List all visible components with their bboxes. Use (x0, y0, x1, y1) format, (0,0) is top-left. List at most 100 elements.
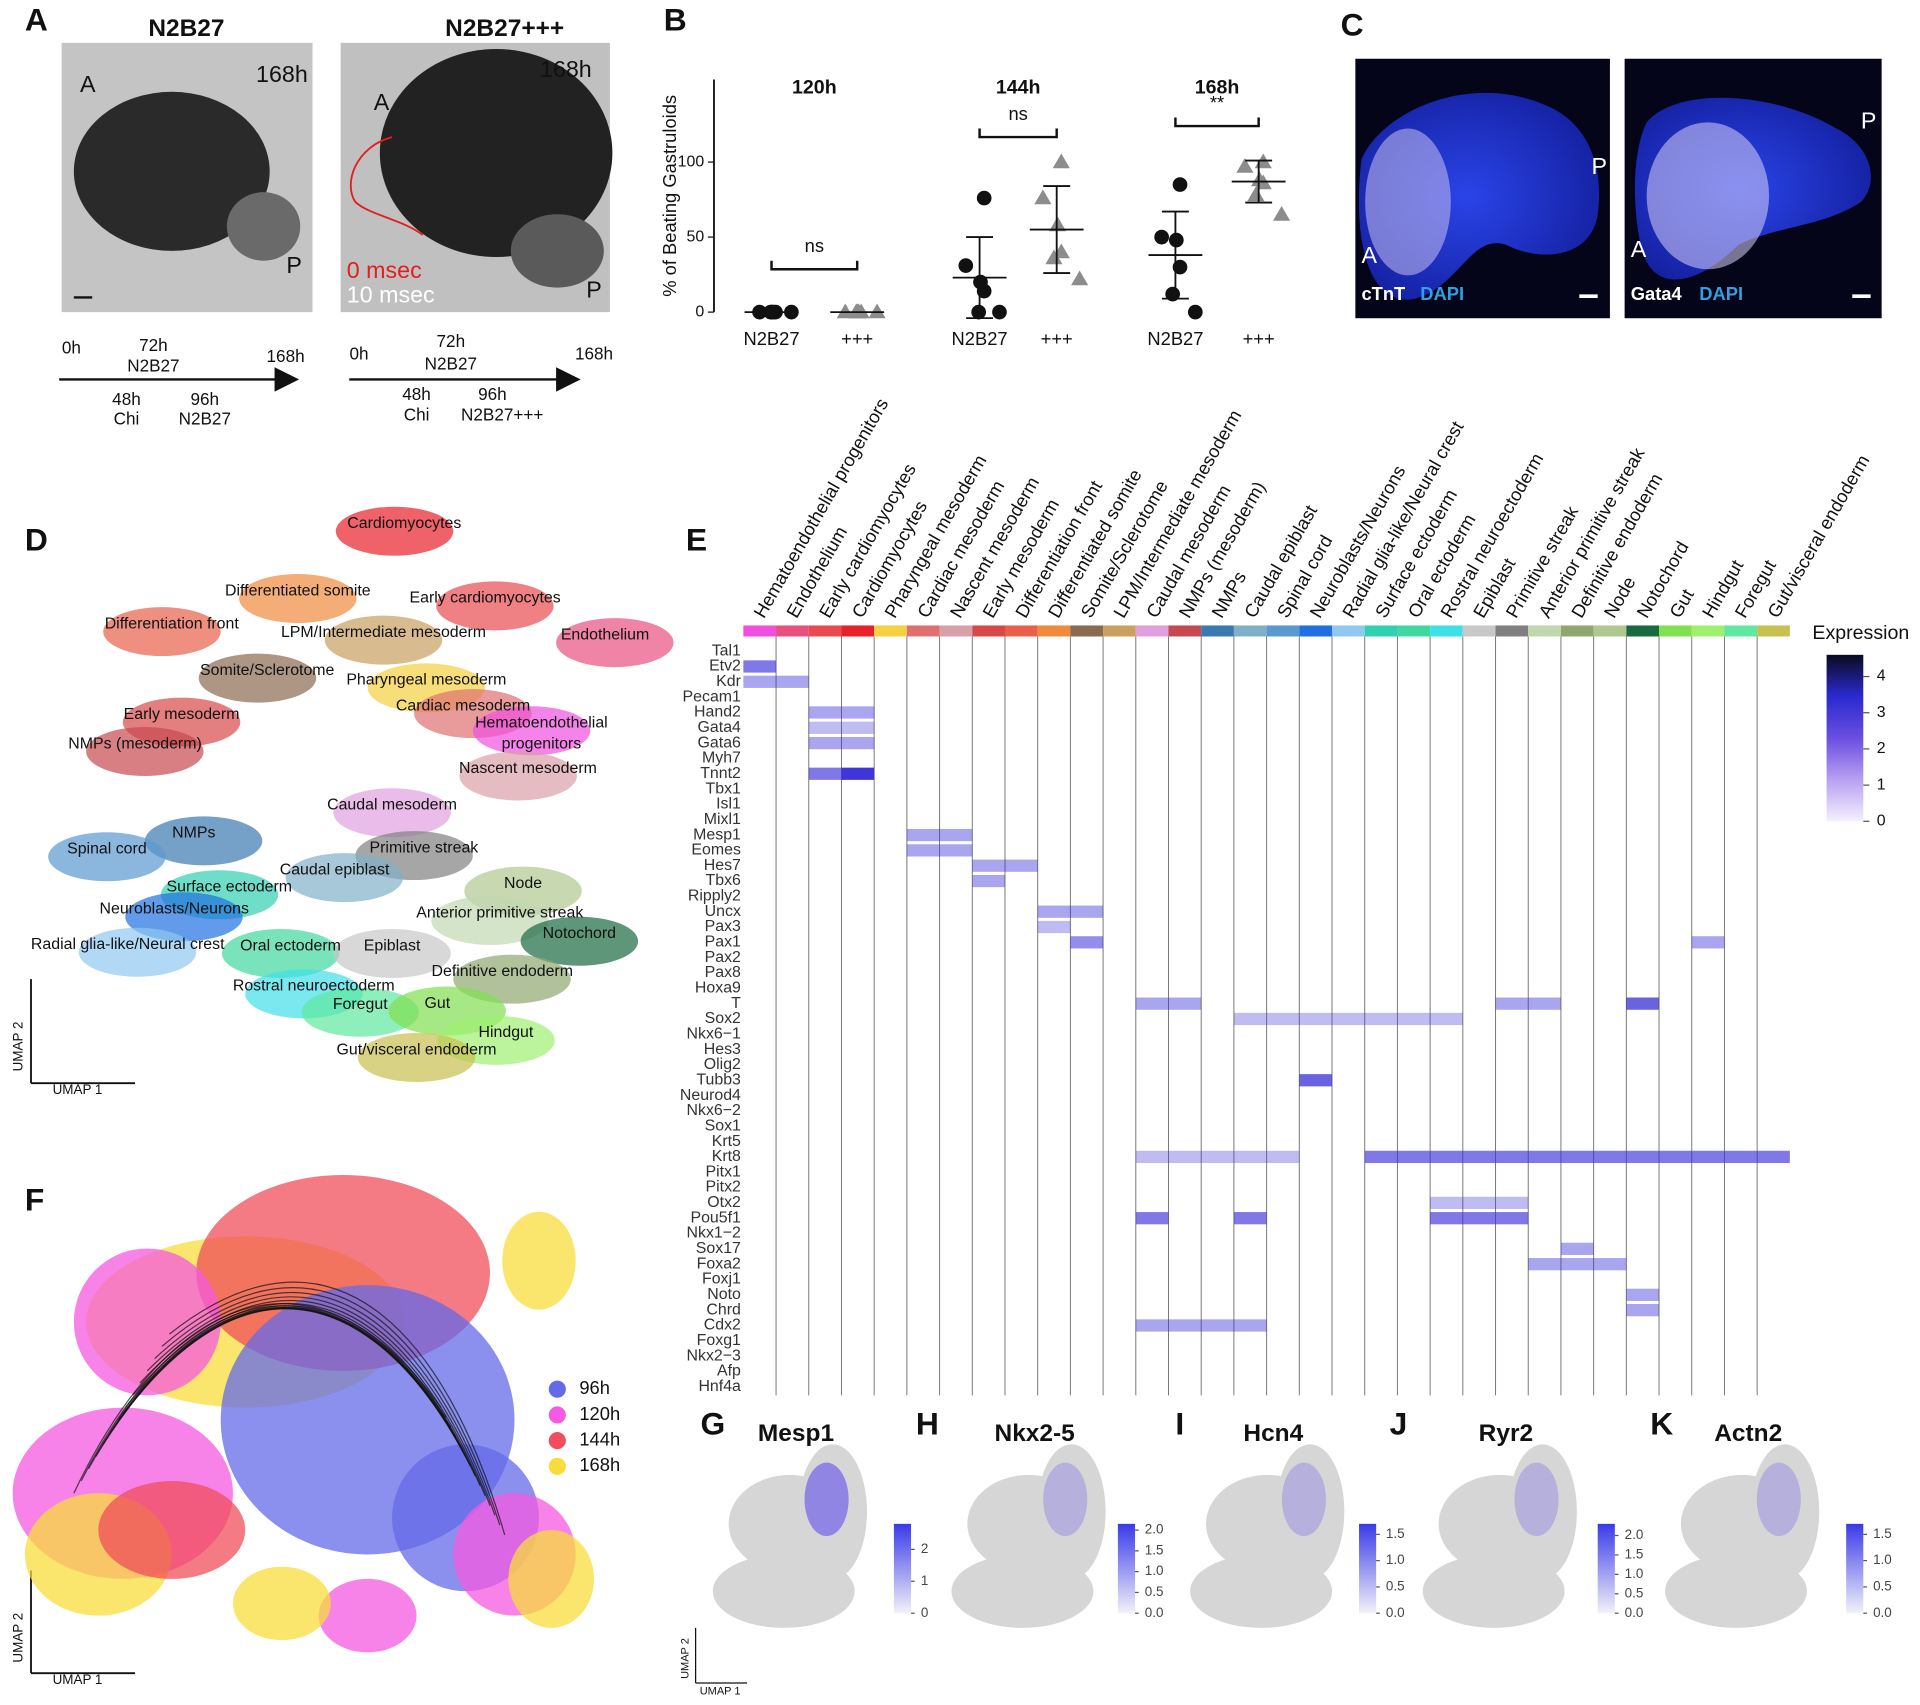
colorbar (1117, 1523, 1136, 1614)
colorbar (1359, 1523, 1377, 1614)
panel-letter: J (1390, 1405, 1408, 1441)
legend-swatch (548, 1457, 566, 1475)
colorbar-label: 0.0 (1145, 1605, 1164, 1620)
timeline-label: 72h (139, 335, 168, 355)
legend-title: Expression (1812, 622, 1909, 644)
colorbar-label: 0.0 (1873, 1605, 1892, 1620)
umap-signal (1281, 1462, 1326, 1537)
gene-label: Mesp1 (693, 826, 741, 843)
gene-label: Foxj1 (702, 1271, 741, 1288)
cluster-bar (1659, 625, 1692, 637)
velocity-stream (132, 1303, 481, 1487)
gene-label: Olig2 (704, 1056, 741, 1073)
cluster-bar (1004, 625, 1038, 637)
cluster-cells (144, 816, 263, 866)
heat-cell (972, 874, 1005, 888)
cluster-label: Neuroblasts/Neurons (99, 901, 248, 918)
velocity-stream (139, 1299, 486, 1496)
stain-label: Gata4 (1631, 283, 1683, 304)
gene-label: Hnf4a (698, 1378, 741, 1395)
axis-label: UMAP 2 (10, 1613, 25, 1663)
cluster-label: Pharyngeal mesoderm (346, 672, 506, 689)
significance-label: ns (805, 235, 824, 256)
stain-label: DAPI (1420, 283, 1464, 304)
posterior-label: P (1861, 108, 1877, 134)
velocity-stream (124, 1305, 476, 1477)
cluster-bar (808, 625, 842, 637)
umap-cells (1508, 1444, 1577, 1579)
gene-label: Ripply2 (688, 888, 741, 905)
legend-label: 144h (579, 1428, 620, 1449)
data-point (976, 190, 992, 206)
cluster-bar (1168, 625, 1202, 637)
colorbar-label: 0.0 (1386, 1605, 1405, 1620)
colorbar-label: 1.0 (1145, 1563, 1164, 1578)
x-tick-label: N2B27 (743, 328, 799, 349)
significance-label: ** (1210, 92, 1224, 113)
heat-cell (1691, 936, 1725, 949)
data-point (1172, 177, 1188, 192)
colorbar (893, 1523, 912, 1614)
heat-cell (1135, 1212, 1169, 1225)
heat-cell (1560, 1242, 1594, 1255)
timeline-label: 0h (62, 337, 81, 357)
cluster-bar (1626, 625, 1660, 637)
legend-label: 96h (579, 1377, 610, 1398)
cluster-bar (1201, 625, 1234, 637)
colorbar-label: 4 (1877, 668, 1886, 685)
x-tick-label: +++ (841, 328, 873, 349)
cluster-cells (103, 607, 221, 657)
cluster-label: Gut (425, 995, 451, 1012)
gene-label: Pitx1 (706, 1163, 742, 1180)
gene-label: Pou5f1 (690, 1209, 741, 1226)
y-tick-label: 100 (678, 153, 705, 170)
gene-label: Tubb3 (696, 1071, 741, 1088)
umap-cells (1037, 1444, 1106, 1579)
axis-label: UMAP 1 (700, 1685, 741, 1697)
error-bar (1245, 159, 1273, 204)
gene-label: Tal1 (712, 642, 741, 659)
legend-label: 120h (579, 1403, 620, 1424)
cluster-bar (874, 625, 907, 637)
heat-cell (1037, 920, 1071, 934)
gastruloid (73, 91, 270, 251)
umap-cells (1750, 1444, 1820, 1579)
heat-cell (841, 767, 875, 780)
plot-title: Nkx2-5 (995, 1420, 1075, 1447)
cell-density (98, 1481, 246, 1579)
heat-cell (1626, 1304, 1660, 1317)
umap-cells (1275, 1444, 1345, 1579)
timeline-label: 96h (191, 389, 220, 409)
gene-label: Pax2 (705, 949, 741, 966)
cluster-bar (1430, 625, 1463, 637)
significance-bracket (978, 128, 1058, 139)
data-point (1052, 153, 1070, 169)
gene-label: Eomes (691, 842, 741, 859)
timeline-label: 168h (575, 343, 613, 363)
cluster-bar (1691, 625, 1725, 637)
velocity-stream (146, 1296, 491, 1506)
gene-label: Otx2 (707, 1194, 741, 1211)
cluster-cells (335, 506, 454, 556)
cluster-bar (1037, 625, 1071, 637)
gene-label: Foxa2 (697, 1255, 741, 1272)
panel-letter: D (25, 522, 48, 558)
stain (1365, 128, 1451, 276)
panel-letter: K (1650, 1405, 1673, 1441)
posterior-label: P (586, 276, 602, 302)
gene-label: Isl1 (716, 796, 741, 813)
umap-signal (1043, 1462, 1088, 1537)
panel-letter: A (25, 1, 48, 37)
cluster-cells (86, 727, 204, 777)
data-point (1273, 206, 1291, 221)
cluster-label: Foregut (333, 996, 388, 1013)
posterior-label: P (1592, 153, 1608, 179)
axis-label: UMAP 1 (53, 1672, 103, 1687)
heat-cell (1528, 1258, 1627, 1271)
gene-label: Hes7 (704, 857, 741, 874)
x-tick-label: +++ (1243, 328, 1275, 349)
plot-title: Hcn4 (1243, 1420, 1303, 1447)
cell-density (508, 1529, 595, 1628)
